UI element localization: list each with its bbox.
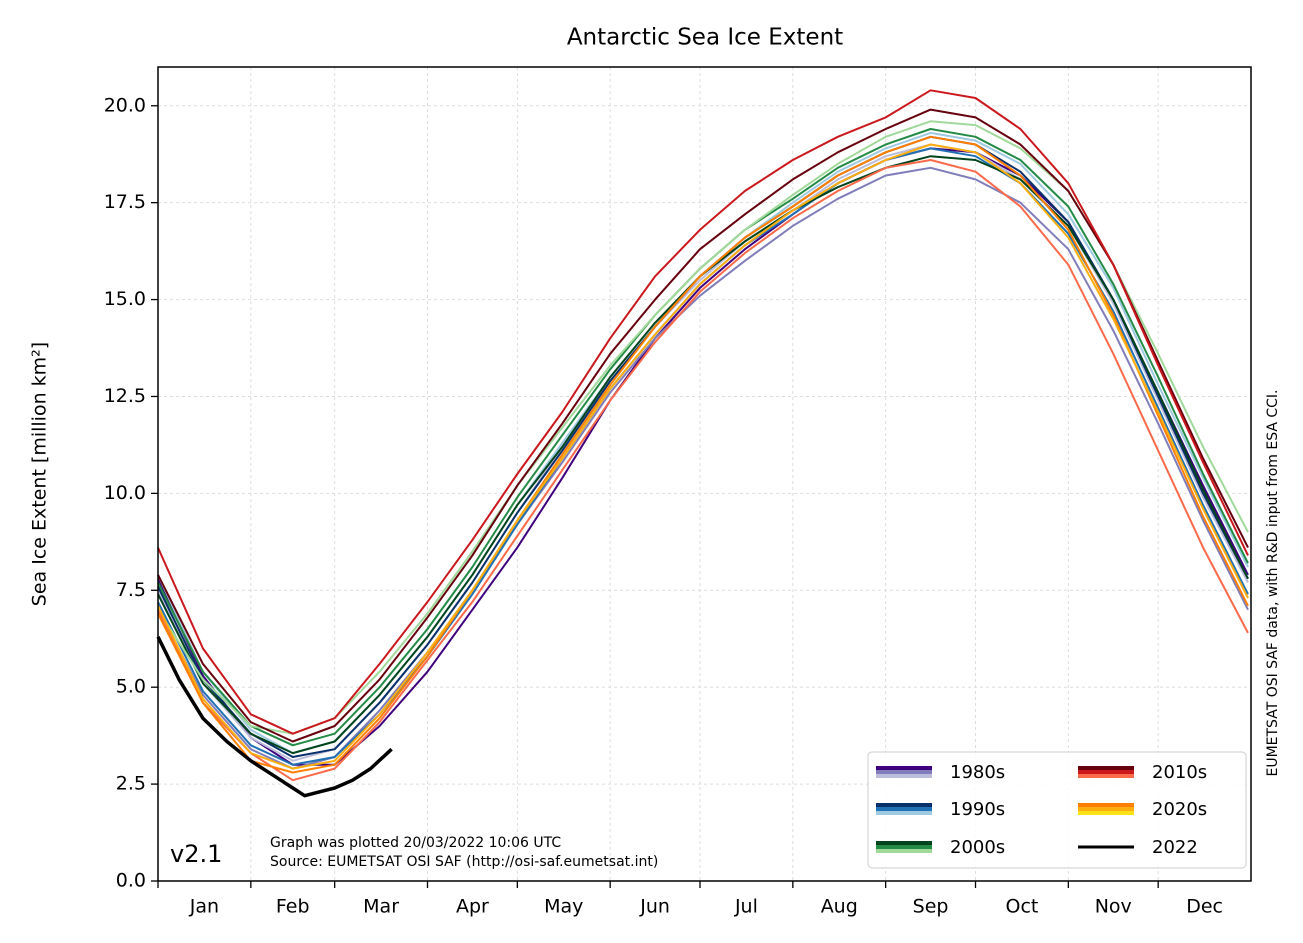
version: v2.1 [170, 840, 222, 868]
legend-swatch [876, 811, 932, 815]
series-line [157, 108, 1249, 743]
grid [158, 67, 1251, 882]
legend: 1980s 1990s 2000s 2010s 2020s 2022 [867, 751, 1247, 869]
legend-swatch [876, 803, 932, 807]
series-line [157, 159, 1249, 782]
legend-swatch [1078, 770, 1134, 774]
series-line [157, 135, 1249, 774]
legend-swatch [876, 845, 932, 849]
series-line [157, 89, 1249, 735]
lines [156, 89, 1249, 798]
legend-label: 1980s [950, 762, 1005, 783]
legend-swatch [876, 849, 932, 853]
x-tick-label: Apr [456, 896, 489, 918]
plot-frame [157, 66, 1252, 882]
legend-swatch [876, 774, 932, 778]
y-tick-label: 20.0 [104, 94, 146, 116]
legend-swatch [1078, 774, 1134, 778]
legend-swatch [1078, 807, 1134, 811]
legend-swatch [1078, 803, 1134, 807]
y-axis-label: Sea Ice Extent [million km²] [29, 342, 51, 606]
x-tick-label: Nov [1095, 896, 1132, 918]
y-tick-label: 12.5 [104, 385, 146, 407]
legend-swatch [876, 766, 932, 770]
legend-label: 2020s [1152, 799, 1207, 820]
legend-swatch [876, 807, 932, 811]
legend-label: 2022 [1152, 837, 1198, 858]
x-tick-label: Dec [1186, 896, 1223, 918]
series-line [157, 143, 1249, 770]
x-tick-label: Jul [734, 896, 758, 918]
legend-label: 2010s [1152, 762, 1207, 783]
legend-label: 2000s [950, 837, 1005, 858]
y-tick-label: 10.0 [104, 482, 146, 504]
x-tick-label: Jan [189, 896, 219, 918]
legend-swatch [1078, 766, 1134, 770]
y-tick-label: 0.0 [116, 870, 146, 892]
note: Graph was plotted 20/03/2022 10:06 UTC [270, 835, 561, 851]
chart-title: Antarctic Sea Ice Extent [567, 25, 843, 51]
legend-label: 1990s [950, 799, 1005, 820]
y-tick-label: 5.0 [116, 676, 146, 698]
legend-swatch [876, 770, 932, 774]
x-tick-label: Oct [1005, 896, 1038, 918]
x-tick-label: Mar [363, 896, 399, 918]
y-tick-label: 7.5 [116, 579, 146, 601]
legend-box [867, 751, 1247, 869]
x-tick-label: May [544, 896, 583, 918]
x-tick-label: Feb [276, 896, 310, 918]
series-line [156, 636, 393, 798]
y-tick-label: 15.0 [104, 288, 146, 310]
x-tick-label: Jun [639, 896, 670, 918]
y-tick-label: 2.5 [116, 773, 146, 795]
y-tick-label: 17.5 [104, 191, 146, 213]
legend-swatch [1078, 811, 1134, 815]
x-tick-label: Aug [821, 896, 858, 918]
credit: EUMETSAT OSI SAF data, with R&D input fr… [1265, 389, 1281, 776]
legend-swatch [876, 841, 932, 845]
note: Source: EUMETSAT OSI SAF (http://osi-saf… [270, 854, 658, 870]
x-tick-label: Sep [913, 896, 949, 918]
